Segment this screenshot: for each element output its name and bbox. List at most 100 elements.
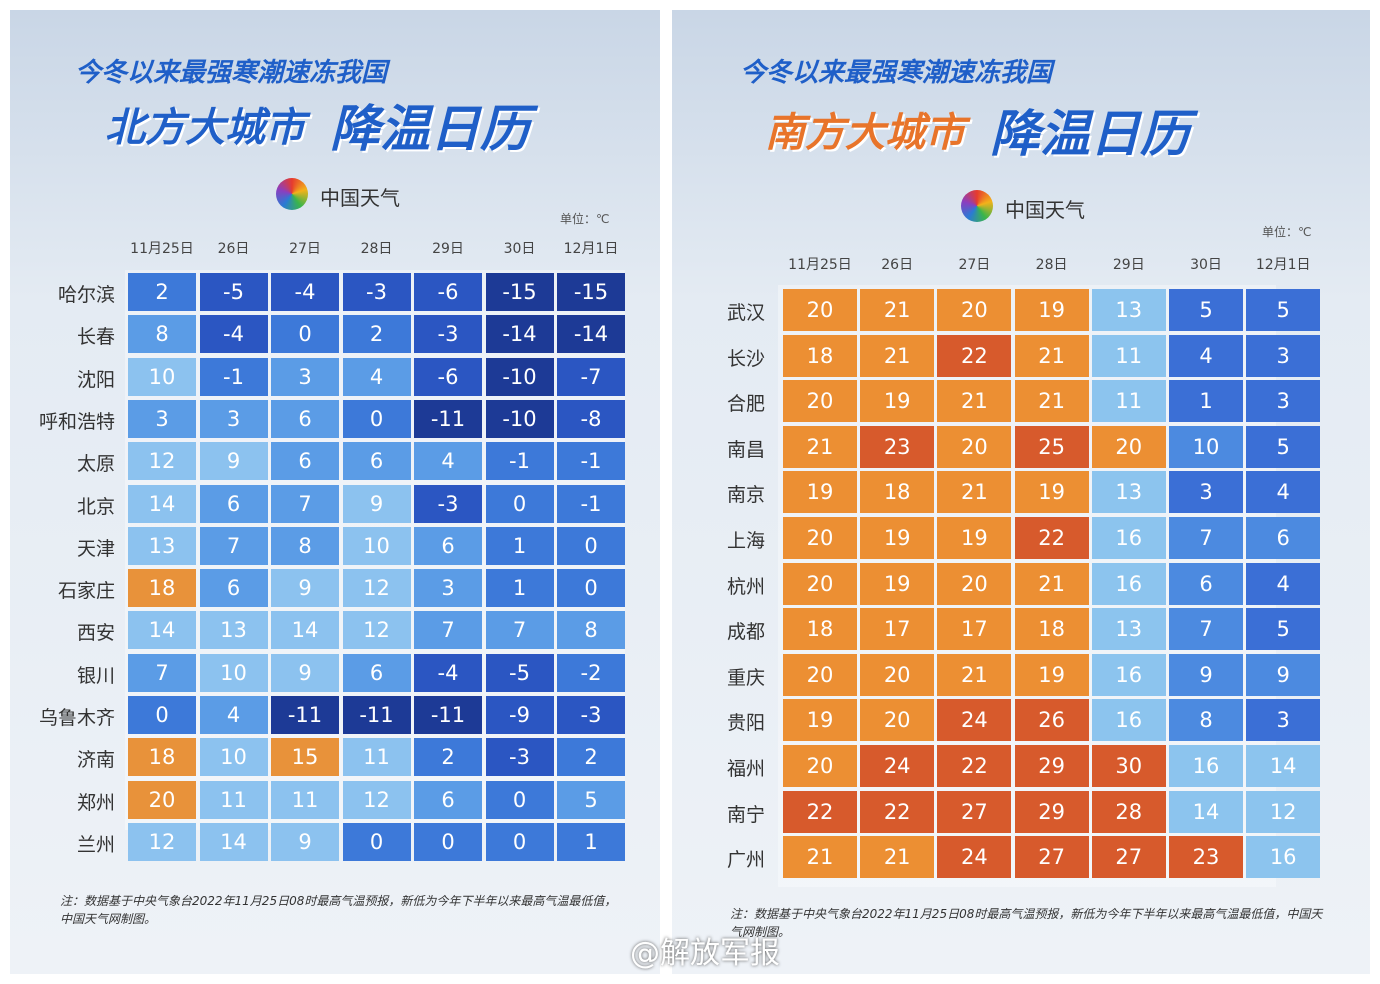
temp-cell: 9 (1246, 653, 1321, 696)
temp-cell: 0 (485, 780, 554, 819)
temp-cell: -14 (557, 315, 625, 354)
temp-cell: -2 (557, 653, 625, 692)
temp-cell: 24 (937, 836, 1012, 879)
temp-cell: 7 (1169, 517, 1243, 559)
temp-cell: 19 (860, 517, 935, 559)
temp-cell: 9 (271, 569, 339, 608)
temp-cell: 19 (1014, 471, 1089, 514)
temp-cell: -4 (199, 315, 268, 354)
temp-cell: 13 (1091, 471, 1166, 514)
date-header: 26日 (217, 241, 250, 257)
temp-cell: 27 (1014, 836, 1089, 879)
city-label: 长沙 (726, 347, 765, 370)
temp-cell: 29 (1014, 745, 1089, 787)
temp-cell: 21 (937, 380, 1012, 423)
temp-cell: 13 (199, 611, 268, 650)
temp-cell: 19 (860, 562, 935, 605)
date-header: 12月1日 (563, 241, 619, 257)
date-header: 27日 (958, 257, 991, 273)
temp-cell: 12 (1246, 790, 1321, 833)
city-label: 上海 (726, 530, 765, 552)
temp-cell: 6 (1169, 562, 1243, 605)
temp-cell: 20 (937, 289, 1012, 331)
date-header: 29日 (432, 241, 464, 257)
temp-cell: 9 (342, 484, 411, 523)
temp-cell: -7 (557, 357, 625, 396)
temp-cell: 10 (128, 357, 196, 396)
temp-cell: 6 (414, 526, 482, 565)
temp-cell: 7 (128, 653, 196, 692)
temp-cell: 19 (1014, 653, 1089, 696)
temp-cell: 19 (783, 471, 857, 514)
temp-cell: -11 (342, 696, 411, 734)
temp-cell: 5 (1246, 608, 1321, 651)
temp-cell: 6 (414, 780, 482, 819)
temp-cell: 6 (342, 653, 411, 692)
temp-cell: 11 (271, 780, 339, 819)
temp-cell: 14 (128, 484, 196, 523)
date-header: 26日 (881, 257, 914, 273)
temp-cell: 23 (860, 425, 935, 468)
temp-cell: 21 (860, 334, 935, 377)
city-label: 福州 (726, 758, 765, 780)
date-header: 30日 (503, 241, 536, 257)
title-main: 降温日历 (990, 105, 1190, 163)
logo-text: 中国天气 (320, 186, 400, 210)
date-header: 11月25日 (130, 241, 194, 257)
temp-cell: 3 (271, 357, 339, 396)
city-label: 太原 (76, 453, 115, 476)
temp-cell: -1 (199, 357, 268, 396)
temp-cell: 0 (485, 484, 554, 523)
city-label: 成都 (726, 621, 765, 644)
temp-cell: 18 (783, 334, 857, 377)
temp-cell: 4 (1246, 471, 1321, 514)
temp-cell: 14 (128, 611, 196, 650)
temp-cell: 21 (1014, 334, 1089, 377)
temp-cell: -3 (414, 484, 482, 523)
temp-cell: 0 (485, 822, 554, 861)
temp-cell: 7 (271, 484, 339, 523)
temp-cell: 24 (937, 699, 1012, 742)
temp-cell: 7 (485, 611, 554, 650)
temp-cell: 24 (860, 745, 935, 787)
temp-cell: 4 (1246, 562, 1321, 605)
temp-cell: 20 (128, 780, 196, 819)
unit: 单位：℃ (1262, 225, 1312, 239)
temp-cell: 18 (128, 569, 196, 608)
city-label: 西安 (76, 622, 115, 645)
date-header: 29日 (1112, 257, 1145, 273)
temp-cell: 9 (271, 653, 339, 692)
city-label: 济南 (76, 749, 115, 772)
temp-cell: 15 (271, 738, 339, 777)
city-label: 天津 (76, 537, 115, 560)
temp-cell: -15 (485, 273, 554, 311)
temp-cell: 9 (271, 822, 339, 861)
unit: 单位：℃ (560, 212, 610, 226)
temp-cell: 20 (783, 653, 857, 696)
temp-cell: -14 (485, 315, 554, 354)
temp-cell: 12 (128, 442, 196, 481)
temp-cell: 13 (1091, 289, 1166, 331)
temp-cell: 19 (783, 699, 857, 742)
temp-cell: 4 (199, 696, 268, 734)
temp-cell: 7 (199, 526, 268, 565)
temp-cell: 5 (1246, 425, 1321, 468)
temp-cell: 19 (1014, 289, 1089, 331)
title-region: 北方大城市 (105, 105, 305, 151)
temp-cell: 22 (937, 334, 1012, 377)
temp-cell: 3 (1246, 334, 1321, 377)
city-label: 呼和浩特 (38, 410, 115, 433)
temp-cell: 5 (557, 780, 625, 819)
temp-cell: 1 (1169, 380, 1243, 423)
temp-cell: 20 (937, 425, 1012, 468)
date-header: 28日 (360, 241, 393, 257)
temp-cell: -1 (557, 442, 625, 481)
temp-cell: 12 (128, 822, 196, 861)
city-label: 银川 (76, 664, 115, 687)
temp-cell: 20 (1091, 425, 1166, 468)
temp-cell: -5 (199, 273, 268, 311)
temp-cell: 6 (271, 442, 339, 481)
temp-cell: 9 (1169, 653, 1243, 696)
temp-cell: 5 (1246, 289, 1321, 331)
